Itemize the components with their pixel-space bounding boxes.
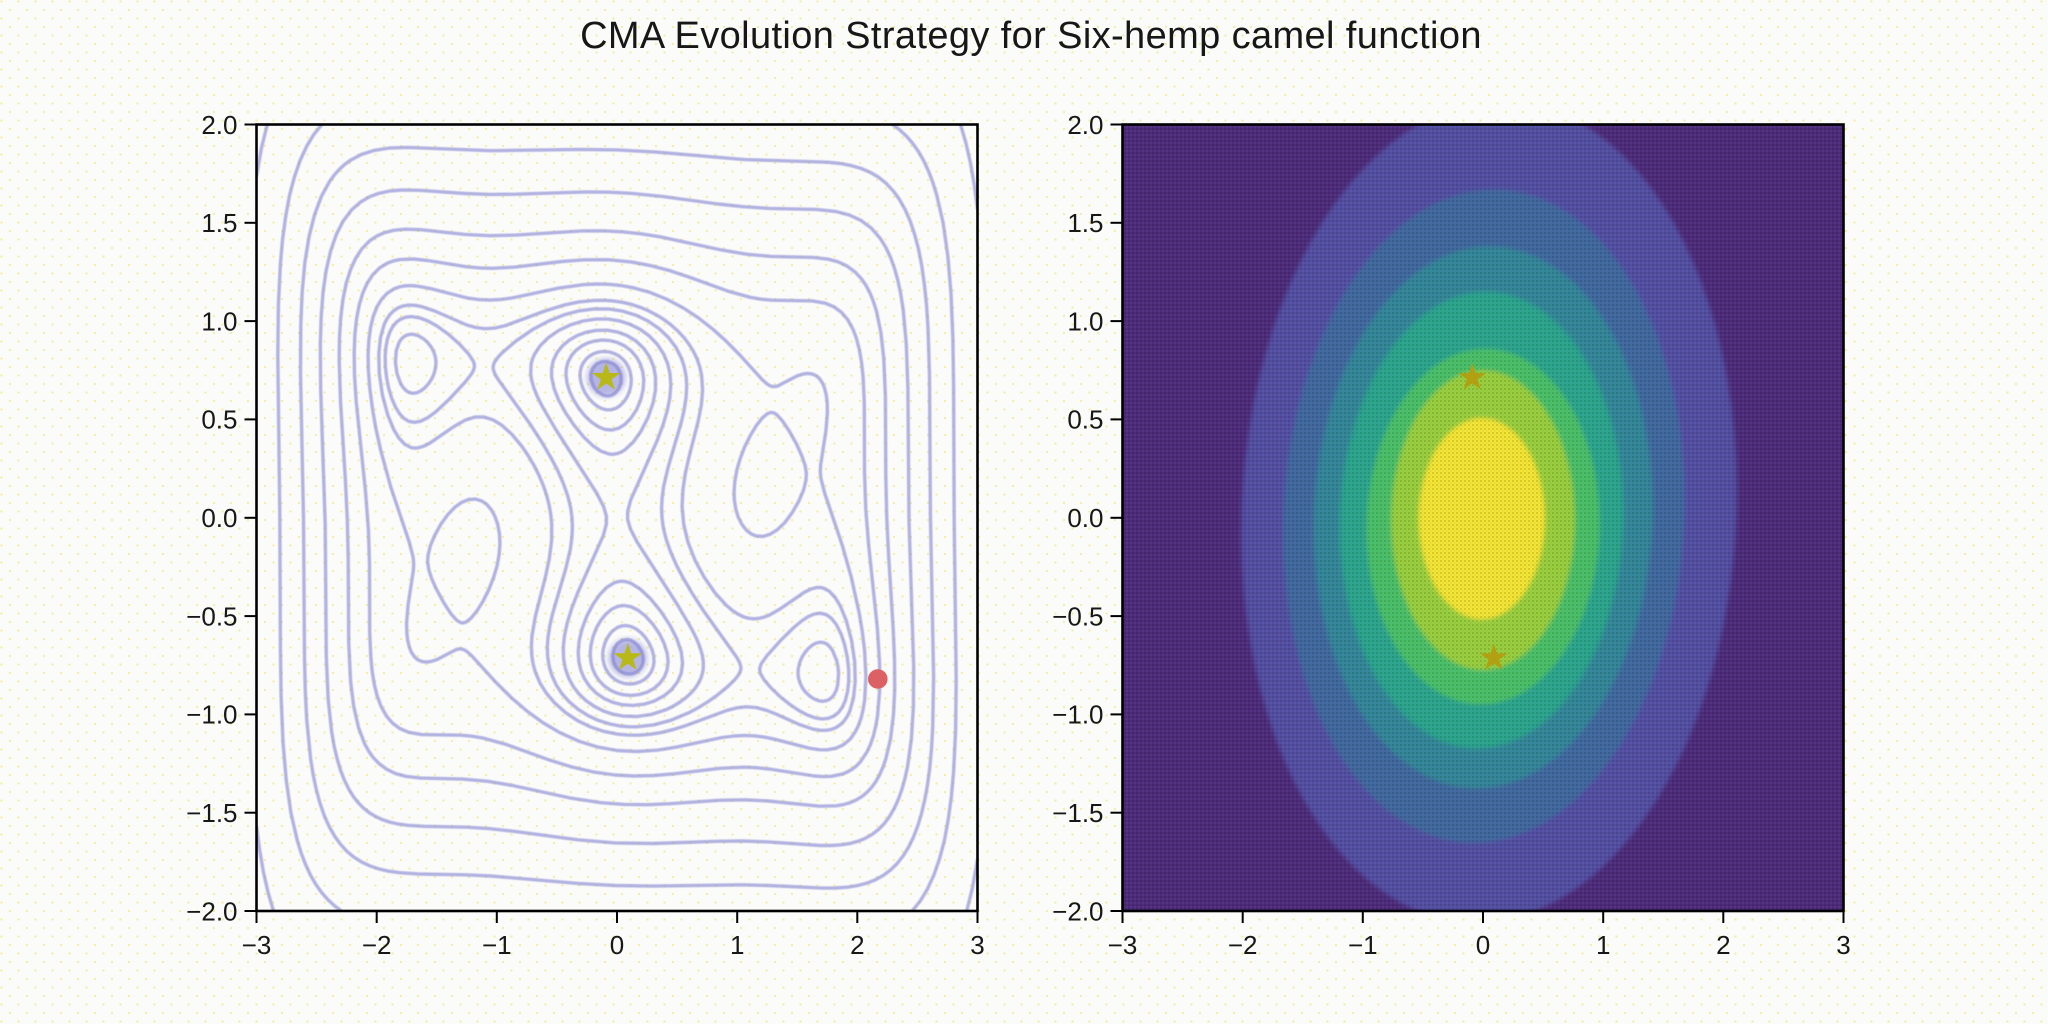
svg-text:−3: −3 bbox=[242, 930, 272, 960]
svg-text:−2: −2 bbox=[362, 930, 392, 960]
svg-text:1.0: 1.0 bbox=[201, 306, 237, 336]
svg-text:−2.0: −2.0 bbox=[186, 896, 237, 926]
svg-text:−0.5: −0.5 bbox=[186, 601, 237, 631]
svg-text:2.0: 2.0 bbox=[201, 110, 237, 140]
svg-text:0.5: 0.5 bbox=[1067, 405, 1103, 435]
svg-text:3: 3 bbox=[970, 930, 984, 960]
svg-text:CMA Evolution Strategy for Six: CMA Evolution Strategy for Six-hemp came… bbox=[580, 15, 1482, 57]
svg-text:−1.0: −1.0 bbox=[1052, 700, 1103, 730]
svg-text:2: 2 bbox=[850, 930, 864, 960]
svg-text:2: 2 bbox=[1716, 930, 1730, 960]
svg-text:0: 0 bbox=[1476, 930, 1490, 960]
svg-text:3: 3 bbox=[1836, 930, 1850, 960]
svg-text:0: 0 bbox=[610, 930, 624, 960]
svg-text:0.5: 0.5 bbox=[201, 405, 237, 435]
svg-text:1.5: 1.5 bbox=[201, 208, 237, 238]
svg-text:−1.5: −1.5 bbox=[1052, 798, 1103, 828]
svg-text:−2: −2 bbox=[1228, 930, 1258, 960]
svg-text:0.0: 0.0 bbox=[1067, 503, 1103, 533]
svg-text:−0.5: −0.5 bbox=[1052, 601, 1103, 631]
svg-text:2.0: 2.0 bbox=[1067, 110, 1103, 140]
svg-text:1.5: 1.5 bbox=[1067, 208, 1103, 238]
svg-text:0.0: 0.0 bbox=[201, 503, 237, 533]
svg-text:−3: −3 bbox=[1108, 930, 1138, 960]
svg-text:1: 1 bbox=[730, 930, 744, 960]
svg-text:1: 1 bbox=[1596, 930, 1610, 960]
svg-text:−2.0: −2.0 bbox=[1052, 896, 1103, 926]
svg-text:1.0: 1.0 bbox=[1067, 306, 1103, 336]
svg-text:−1: −1 bbox=[482, 930, 512, 960]
svg-text:−1.5: −1.5 bbox=[186, 798, 237, 828]
svg-text:−1.0: −1.0 bbox=[186, 700, 237, 730]
svg-text:−1: −1 bbox=[1348, 930, 1378, 960]
